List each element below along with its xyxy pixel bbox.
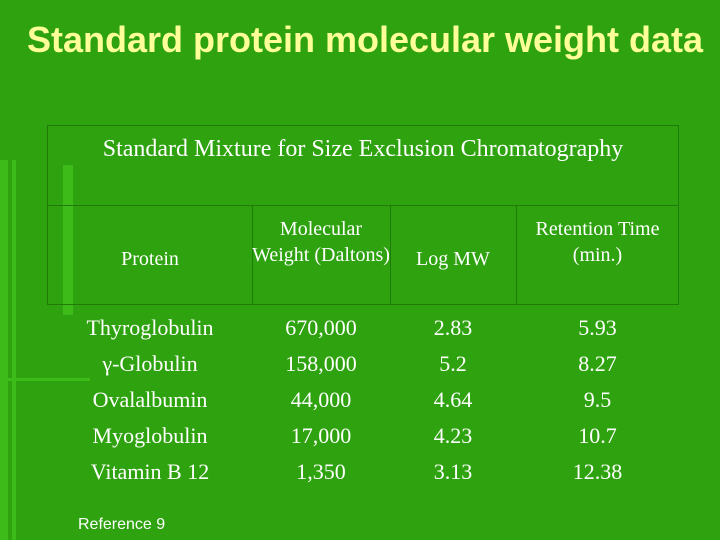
table-row: Myoglobulin 17,000 4.23 10.7 [52, 418, 679, 454]
header-log-mw: Log MW [416, 248, 490, 270]
column-divider [252, 205, 253, 305]
cell-protein: γ-Globulin [102, 351, 198, 376]
cell-log-mw: 4.23 [433, 423, 473, 448]
column-divider [516, 205, 517, 305]
background-band [0, 378, 90, 381]
cell-molecular-weight: 158,000 [285, 351, 357, 376]
table-row: γ-Globulin 158,000 5.2 8.27 [52, 346, 679, 382]
cell-protein: Thyroglobulin [86, 315, 214, 340]
table-row: Ovalalbumin 44,000 4.64 9.5 [52, 382, 679, 418]
background-band [63, 165, 73, 315]
cell-log-mw: 2.83 [433, 315, 473, 340]
table-row: Thyroglobulin 670,000 2.83 5.93 [52, 310, 679, 346]
table-body: Thyroglobulin 670,000 2.83 5.93 γ-Globul… [52, 310, 679, 490]
cell-retention-time: 12.38 [572, 459, 623, 484]
cell-protein: Myoglobulin [92, 423, 208, 448]
cell-molecular-weight: 17,000 [290, 423, 352, 448]
cell-retention-time: 8.27 [578, 351, 617, 376]
cell-protein: Vitamin B 12 [90, 459, 210, 484]
cell-molecular-weight: 1,350 [296, 459, 346, 484]
cell-retention-time: 9.5 [583, 387, 612, 412]
table-divider [47, 205, 679, 206]
cell-log-mw: 3.13 [433, 459, 473, 484]
header-protein: Protein [121, 248, 179, 270]
background-band [0, 160, 8, 540]
background-band [12, 160, 16, 540]
cell-log-mw: 5.2 [439, 351, 467, 376]
table-caption: Standard Mixture for Size Exclusion Chro… [102, 136, 624, 162]
cell-retention-time: 10.7 [578, 423, 617, 448]
cell-retention-time: 5.93 [578, 315, 617, 340]
slide-title: Standard protein molecular weight data [26, 19, 704, 60]
cell-log-mw: 4.64 [433, 387, 473, 412]
cell-molecular-weight: 44,000 [290, 387, 352, 412]
header-molecular-weight: Molecular Weight (Daltons) [252, 218, 390, 266]
cell-protein: Ovalalbumin [92, 387, 208, 412]
reference-note: Reference 9 [78, 516, 166, 533]
column-divider [390, 205, 391, 305]
header-retention-time: Retention Time (min.) [535, 218, 660, 266]
table-row: Vitamin B 12 1,350 3.13 12.38 [52, 454, 679, 490]
cell-molecular-weight: 670,000 [285, 315, 357, 340]
data-table-frame [47, 125, 679, 305]
